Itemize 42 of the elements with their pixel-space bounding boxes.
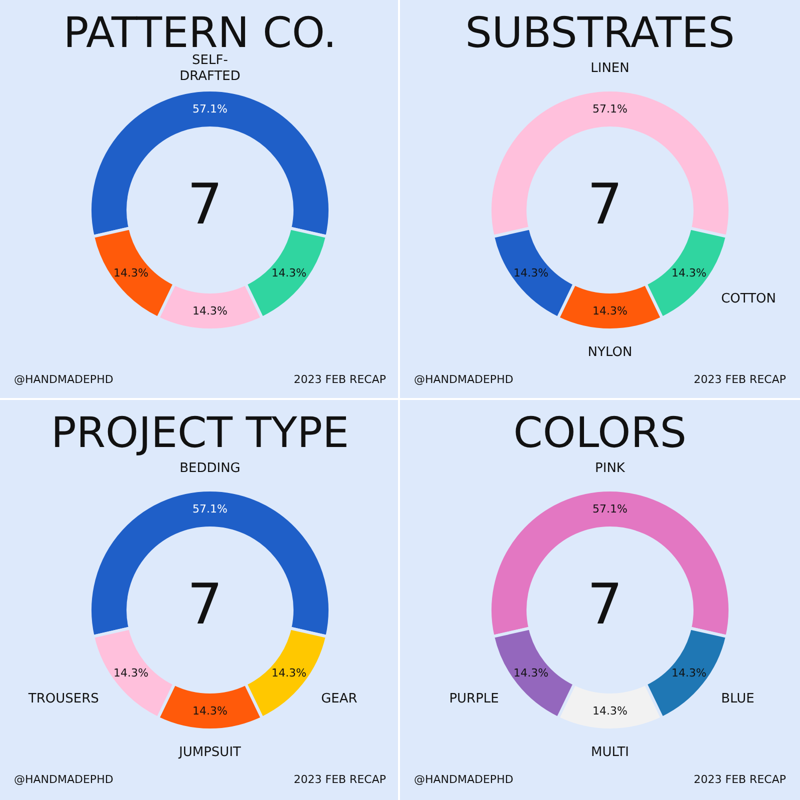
data-label: 14.3% xyxy=(192,704,228,718)
slice-label: BEDDING xyxy=(180,460,240,476)
data-label: 14.3% xyxy=(672,666,706,680)
slice-label: COTTON xyxy=(721,290,776,306)
data-label: 57.1% xyxy=(592,502,628,516)
text: 2023 FEB RECAP xyxy=(294,373,386,386)
data-label: 57.1% xyxy=(192,102,228,116)
data-label: 57.1% xyxy=(192,502,228,516)
slice-label: LINEN xyxy=(590,60,630,76)
slice-label: BLUE xyxy=(721,690,754,706)
slice-label: PINK xyxy=(595,460,626,476)
text: @HANDMADEPHD xyxy=(14,773,114,786)
data-label: 14.3% xyxy=(514,666,548,680)
data-label: 14.3% xyxy=(592,704,628,718)
chart-title: PROJECT TYPE xyxy=(50,408,350,457)
text: 7 xyxy=(187,172,223,238)
data-label: 14.3% xyxy=(272,666,306,680)
slice-label: NYLON xyxy=(588,344,632,360)
text: 2023 FEB RECAP xyxy=(294,773,386,786)
text: 7 xyxy=(587,572,623,638)
data-label: 14.3% xyxy=(192,304,228,318)
slice-label: PURPLE xyxy=(449,690,499,706)
text: 2023 FEB RECAP xyxy=(694,773,786,786)
slice-label: GEAR xyxy=(321,690,358,706)
data-label: 14.3% xyxy=(514,266,548,280)
text: 7 xyxy=(587,172,623,238)
text: @HANDMADEPHD xyxy=(14,373,114,386)
data-label: 14.3% xyxy=(272,266,306,280)
data-label: 14.3% xyxy=(672,266,706,280)
data-label: 14.3% xyxy=(592,304,628,318)
slice-label: MULTI xyxy=(591,744,629,760)
data-label: 14.3% xyxy=(114,266,148,280)
data-label: 14.3% xyxy=(114,666,148,680)
chart-title: COLORS xyxy=(512,408,688,457)
text: @HANDMADEPHD xyxy=(414,773,514,786)
slice-label: JUMPSUIT xyxy=(178,744,242,760)
text: 7 xyxy=(187,572,223,638)
text: @HANDMADEPHD xyxy=(414,373,514,386)
text: 2023 FEB RECAP xyxy=(694,373,786,386)
data-label: 57.1% xyxy=(592,102,628,116)
slice-label: TROUSERS xyxy=(27,690,99,706)
chart-title: SUBSTRATES xyxy=(464,8,736,57)
